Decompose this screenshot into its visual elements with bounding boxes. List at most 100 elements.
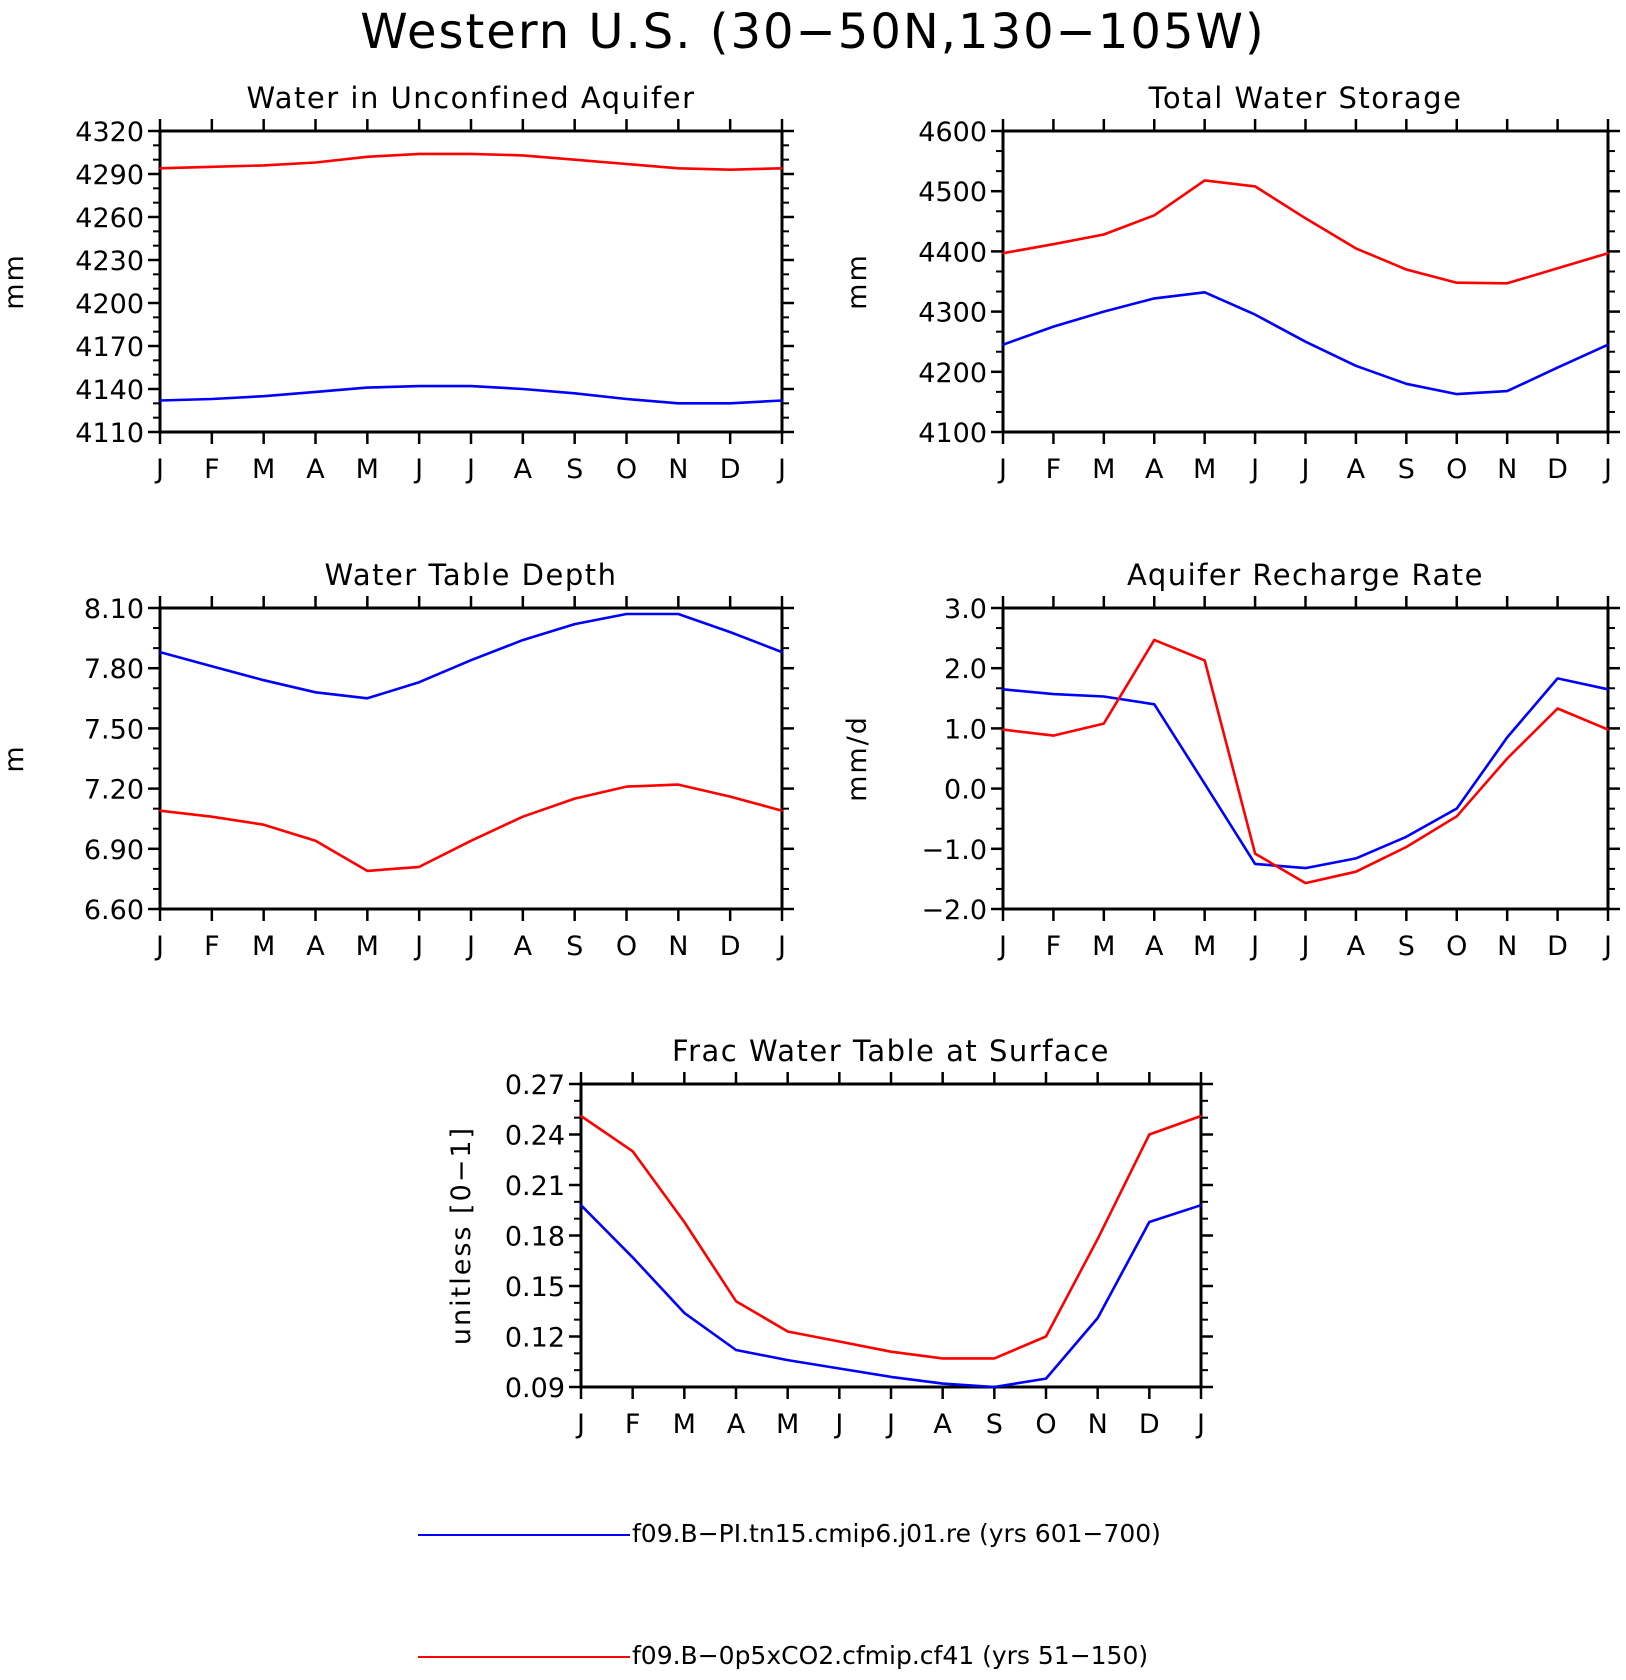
y-tick-label: 0.21 bbox=[505, 1171, 565, 1202]
data-point bbox=[262, 823, 265, 826]
y-tick-label: −2.0 bbox=[921, 895, 987, 926]
series-line-2 bbox=[159, 152, 783, 171]
y-tick-label: 4140 bbox=[75, 375, 144, 406]
data-point bbox=[521, 388, 524, 390]
x-tick-label: M bbox=[776, 1409, 799, 1440]
chart-title: Frac Water Table at Surface bbox=[672, 1034, 1110, 1068]
series-line-1 bbox=[159, 384, 783, 405]
x-tick-label: S bbox=[1398, 454, 1415, 485]
x-tick-label: A bbox=[306, 931, 325, 962]
chart-panel-2: J F M A M J J A S O N D J460045004400430042004100Tot… bbox=[842, 81, 1620, 485]
data-point bbox=[1254, 313, 1256, 316]
data-point bbox=[1405, 268, 1408, 271]
x-tick-label: J bbox=[1249, 454, 1259, 485]
x-tick-label: J bbox=[1300, 454, 1310, 485]
data-point bbox=[573, 623, 576, 625]
data-point bbox=[314, 691, 317, 694]
data-point bbox=[1355, 870, 1357, 873]
data-point bbox=[1304, 867, 1307, 869]
x-tick-label: S bbox=[566, 454, 583, 485]
series-line-2 bbox=[1002, 638, 1609, 885]
x-tick-label: M bbox=[252, 454, 275, 485]
data-point bbox=[1506, 282, 1509, 285]
y-tick-label: 4290 bbox=[75, 160, 144, 191]
data-point bbox=[890, 1376, 892, 1378]
data-point bbox=[781, 399, 783, 402]
data-point bbox=[1607, 728, 1609, 731]
chart-panel-1: J F M A M J J A S O N D J432042904260423042004170414… bbox=[0, 81, 794, 485]
y-tick-label: 1.0 bbox=[944, 714, 987, 745]
data-point bbox=[1203, 782, 1206, 785]
x-tick-label: S bbox=[566, 931, 583, 962]
data-point bbox=[677, 402, 680, 405]
x-tick-label: F bbox=[204, 931, 220, 962]
x-tick-label: M bbox=[356, 931, 379, 962]
data-point bbox=[625, 785, 628, 788]
x-tick-label: M bbox=[1092, 454, 1115, 485]
data-point bbox=[314, 161, 317, 164]
data-point bbox=[366, 697, 369, 700]
series-line-1 bbox=[159, 612, 783, 700]
data-point bbox=[573, 392, 576, 395]
data-point bbox=[625, 163, 628, 165]
x-tick-label: J bbox=[1602, 931, 1612, 962]
data-point bbox=[1045, 1377, 1047, 1380]
data-point bbox=[1556, 707, 1559, 710]
data-point bbox=[1556, 267, 1559, 270]
data-point bbox=[781, 809, 783, 812]
y-tick-label: 0.12 bbox=[505, 1323, 565, 1354]
x-tick-label: O bbox=[616, 931, 637, 962]
page-title: Western U.S. (30−50N,130−105W) bbox=[360, 4, 1266, 60]
x-tick-label: F bbox=[1046, 454, 1062, 485]
data-point bbox=[1556, 677, 1559, 680]
data-point bbox=[1355, 857, 1357, 860]
data-point bbox=[1002, 252, 1004, 255]
data-point bbox=[1102, 233, 1105, 236]
data-point bbox=[677, 167, 680, 170]
series-line-2 bbox=[1002, 179, 1609, 285]
data-point bbox=[470, 839, 472, 842]
data-point bbox=[314, 390, 317, 393]
data-point bbox=[1203, 659, 1206, 662]
x-tick-label: D bbox=[720, 931, 741, 962]
series-line-1 bbox=[1002, 677, 1609, 870]
y-tick-label: 4260 bbox=[75, 203, 144, 234]
x-tick-label: J bbox=[833, 1409, 843, 1440]
x-tick-label: N bbox=[668, 931, 688, 962]
data-point bbox=[1096, 1317, 1099, 1319]
data-point bbox=[159, 809, 161, 812]
data-point bbox=[1153, 214, 1156, 217]
chart-panel-3: J F M A M J J A S O N D J8.107.807.507.206.906.60Wat… bbox=[0, 558, 794, 962]
data-point bbox=[1153, 639, 1156, 641]
data-point bbox=[1203, 291, 1206, 294]
data-point bbox=[262, 395, 265, 398]
data-point bbox=[262, 164, 265, 167]
y-tick-label: 4200 bbox=[75, 289, 144, 320]
series-line-1 bbox=[580, 1203, 1202, 1389]
data-point bbox=[1203, 179, 1206, 182]
x-tick-label: N bbox=[1088, 1409, 1108, 1440]
data-point bbox=[1102, 722, 1105, 725]
data-point bbox=[1254, 185, 1256, 188]
y-tick-label: 2.0 bbox=[944, 654, 987, 685]
data-point bbox=[1556, 366, 1559, 369]
data-point bbox=[786, 1330, 789, 1333]
data-point bbox=[1355, 247, 1357, 250]
x-tick-label: M bbox=[252, 931, 275, 962]
data-point bbox=[1254, 862, 1256, 865]
data-point bbox=[418, 681, 421, 684]
y-tick-label: 4300 bbox=[918, 298, 987, 329]
data-point bbox=[1052, 693, 1055, 695]
y-tick-label: 4230 bbox=[75, 246, 144, 277]
data-point bbox=[677, 613, 680, 615]
x-tick-label: D bbox=[1547, 454, 1568, 485]
data-point bbox=[1052, 243, 1055, 246]
data-point bbox=[1102, 695, 1105, 698]
y-tick-label: 0.15 bbox=[505, 1272, 565, 1303]
data-point bbox=[735, 1349, 737, 1351]
x-tick-label: J bbox=[154, 454, 164, 485]
data-point bbox=[470, 659, 472, 662]
x-tick-label: J bbox=[1195, 1409, 1205, 1440]
x-tick-label: A bbox=[933, 1409, 952, 1440]
x-tick-label: F bbox=[204, 454, 220, 485]
